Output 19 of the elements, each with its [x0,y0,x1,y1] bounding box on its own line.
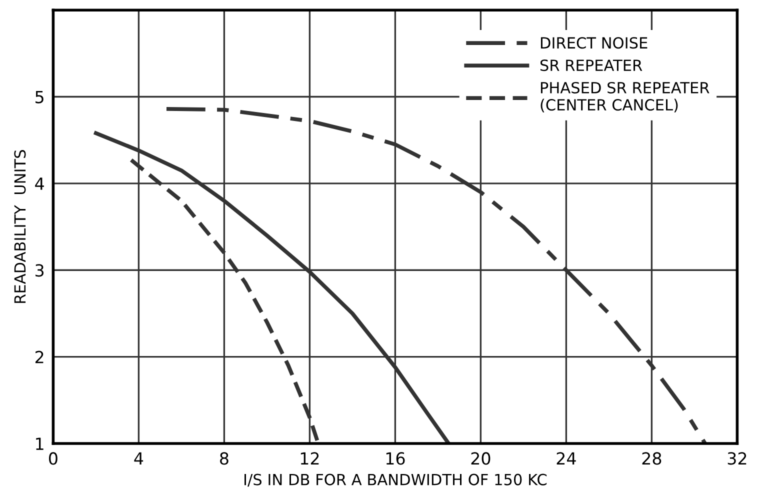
x-tick-label: 16 [386,452,405,465]
x-tick-label: 28 [642,452,662,465]
y-tick-label: 5 [36,90,44,104]
x-tick-label: 20 [471,452,490,465]
legend-label: DIRECT NOISE [540,37,648,49]
x-tick-label: 8 [220,452,228,465]
x-axis-title: I/S IN DB FOR A BANDWIDTH OF 150 KC [244,474,547,487]
y-tick-label: 1 [36,438,44,450]
x-tick-label: 0 [48,452,58,465]
x-tick-label: 4 [134,452,144,465]
legend-label: PHASED SR REPEATER (CENTER CANCEL) [540,82,710,112]
y-tick-label: 2 [35,350,44,364]
y-tick-label: 4 [35,178,44,190]
y-axis-title: READABILITY UNITS [14,150,26,303]
x-tick-label: 12 [300,452,319,465]
legend-label: SR REPEATER [540,60,642,72]
y-tick-label: 3 [36,264,44,277]
x-tick-label: 32 [728,452,746,465]
x-tick-label: 24 [556,452,576,465]
